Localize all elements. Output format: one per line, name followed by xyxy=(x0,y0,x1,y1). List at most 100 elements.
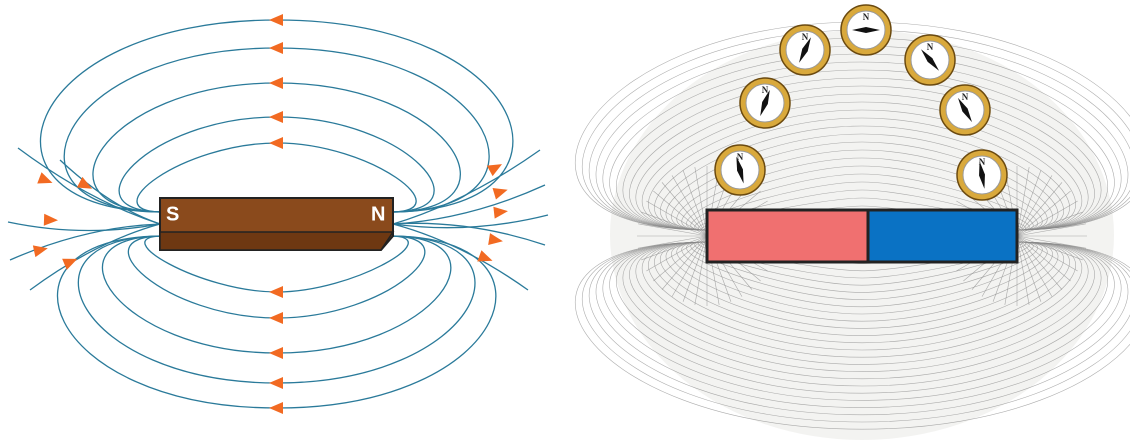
north-pole-label: N xyxy=(371,203,385,225)
compass: N xyxy=(739,77,791,129)
field-line xyxy=(392,149,541,225)
filing-loop xyxy=(609,241,1115,394)
filing-loop xyxy=(622,77,1102,231)
field-arrow xyxy=(492,187,508,200)
compass: N xyxy=(904,34,956,86)
field-line xyxy=(9,223,161,261)
field-line xyxy=(92,82,461,213)
filing-loop xyxy=(629,85,1095,231)
compass-north-label: N xyxy=(979,157,986,167)
field-arrow xyxy=(486,164,503,177)
bar-magnet-field-lines xyxy=(7,14,549,414)
compass-needle xyxy=(921,49,939,71)
field-arrow xyxy=(269,111,283,123)
filing-loop xyxy=(648,241,1076,351)
magnet-north-half xyxy=(866,208,1019,264)
filing-ray xyxy=(1016,190,1071,237)
field-line xyxy=(392,223,529,291)
filing-loop xyxy=(686,241,1038,300)
filing-loop xyxy=(648,109,1076,231)
field-arrow xyxy=(269,286,283,298)
south-pole-label: S xyxy=(166,203,179,225)
filing-ray xyxy=(641,235,708,261)
filing-ray xyxy=(661,235,708,290)
field-arrow xyxy=(477,250,493,262)
filing-ray xyxy=(1016,223,1086,237)
compass-needle xyxy=(799,37,811,63)
filing-loop xyxy=(595,241,1129,408)
filing-ray xyxy=(1016,235,1078,272)
filing-ray xyxy=(1016,235,1042,302)
filing-ray xyxy=(646,200,708,237)
field-line xyxy=(392,222,546,246)
filing-ray xyxy=(638,235,708,249)
magnet-bottom-face xyxy=(159,231,395,251)
field-arrow xyxy=(269,402,283,414)
filing-ray xyxy=(671,175,708,237)
filing-ray xyxy=(638,223,708,237)
compass-north-label: N xyxy=(863,12,870,22)
compass-north-label: N xyxy=(737,152,744,162)
bar-magnet-right xyxy=(705,208,1019,264)
compasses: N N N N N N N xyxy=(714,4,1008,201)
filing-loop xyxy=(641,101,1083,231)
field-arrow xyxy=(76,176,93,189)
field-line xyxy=(77,235,476,384)
compass: N xyxy=(840,4,892,56)
compass: N xyxy=(714,144,766,196)
field-arrow xyxy=(37,172,53,184)
filing-loop xyxy=(641,241,1083,358)
compass-north-label: N xyxy=(762,85,769,95)
filing-loop xyxy=(635,241,1089,365)
filing-loop xyxy=(602,241,1122,401)
filing-ray xyxy=(682,170,708,237)
filing-ray xyxy=(1016,235,1053,297)
filing-loop xyxy=(609,61,1115,231)
filing-loop xyxy=(654,117,1070,231)
filing-ray xyxy=(1016,235,1030,305)
field-arrow xyxy=(43,213,58,226)
filing-ray xyxy=(671,235,708,297)
filing-loop xyxy=(635,93,1089,231)
filing-loop xyxy=(622,241,1102,380)
filing-ray xyxy=(1016,211,1083,237)
filing-loop xyxy=(616,69,1108,231)
filing-ray xyxy=(1016,235,1071,282)
compass-north-label: N xyxy=(962,92,969,102)
field-arrow xyxy=(62,258,78,270)
filing-loop xyxy=(629,241,1095,372)
field-arrow xyxy=(269,77,283,89)
filing-ray xyxy=(646,235,708,272)
compass-north-label: N xyxy=(802,32,809,42)
field-arrow xyxy=(269,312,283,324)
field-arrow xyxy=(32,245,48,258)
compass-north-label: N xyxy=(927,42,934,52)
field-line xyxy=(63,47,490,213)
filing-ray xyxy=(1016,182,1063,237)
filing-loop xyxy=(681,157,1043,231)
compass-needle xyxy=(736,156,744,184)
filing-ray xyxy=(682,235,708,302)
filing-ray xyxy=(1016,235,1086,249)
compass: N xyxy=(939,84,991,136)
filing-ray xyxy=(1016,235,1063,290)
field-line xyxy=(392,184,546,225)
filing-loop xyxy=(676,149,1048,231)
filing-loop xyxy=(690,173,1034,231)
filing-loop xyxy=(588,241,1130,416)
field-arrow xyxy=(269,42,283,54)
filing-ray xyxy=(694,235,708,305)
filing-loop xyxy=(686,165,1038,231)
filing-ray xyxy=(1016,167,1030,237)
compass-needle xyxy=(958,97,972,123)
field-line xyxy=(29,223,161,291)
filing-ray xyxy=(1016,170,1042,237)
compass: N xyxy=(779,24,831,76)
filing-loop xyxy=(616,241,1108,387)
field-line xyxy=(7,221,161,232)
field-line xyxy=(59,159,161,225)
filing-ray xyxy=(694,167,708,237)
filing-ray xyxy=(1016,235,1083,261)
filing-ray xyxy=(653,235,708,282)
bar-magnet-left: S N xyxy=(159,197,395,251)
